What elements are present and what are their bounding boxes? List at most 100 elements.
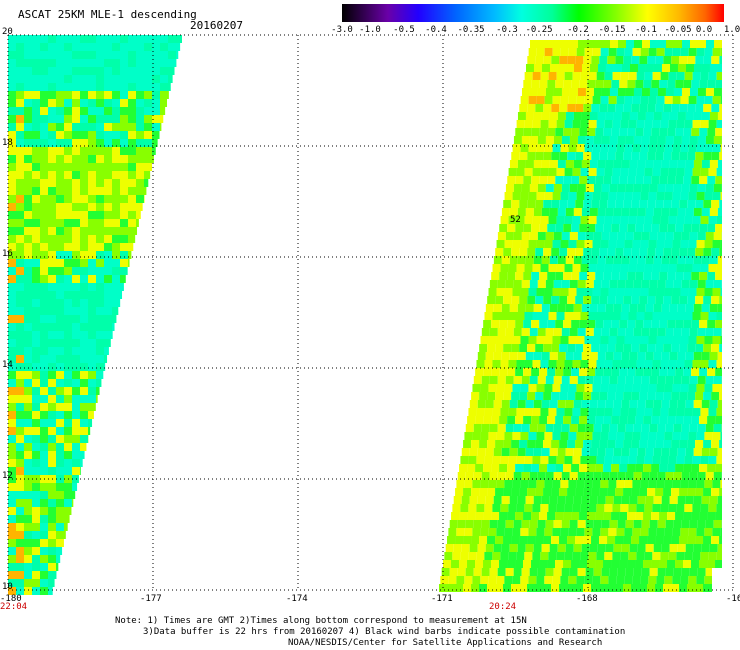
swath-cell	[652, 408, 661, 416]
swath-cell	[492, 408, 501, 416]
swath-cell	[640, 288, 649, 296]
swath-cell	[56, 331, 64, 339]
swath-cell	[715, 272, 722, 280]
swath-cell	[112, 203, 120, 211]
swath-cell	[640, 240, 649, 248]
swath-cell	[572, 72, 581, 80]
swath-cell	[711, 296, 720, 304]
swath-cell	[40, 371, 48, 379]
swath-cell	[72, 395, 80, 403]
swath-cell	[515, 464, 524, 472]
swath-cell	[607, 248, 616, 256]
swath-cell	[40, 179, 48, 187]
swath-cell	[685, 496, 694, 504]
swath-cell	[547, 224, 556, 232]
swath-cell	[648, 288, 657, 296]
swath-cell	[669, 304, 678, 312]
swath-cell	[633, 328, 642, 336]
swath-cell	[469, 544, 478, 552]
swath-cell	[608, 528, 617, 536]
swath-cell	[72, 179, 80, 187]
swath-cell	[524, 312, 533, 320]
swath-cell	[608, 480, 617, 488]
swath-cell	[527, 536, 536, 544]
swath-cell	[515, 128, 524, 136]
swath-cell	[519, 440, 528, 448]
swath-cell	[56, 507, 64, 515]
swath-cell	[8, 99, 16, 107]
swath-cell	[671, 248, 680, 256]
swath-cell	[56, 251, 64, 259]
swath-cell	[120, 195, 128, 203]
swath-cell	[600, 96, 609, 104]
swath-cell	[663, 296, 672, 304]
swath-cell	[8, 523, 16, 531]
swath-cell	[56, 563, 59, 571]
colorbar-label: -3.0	[331, 25, 353, 35]
swath-cell	[16, 499, 24, 507]
swath-cell	[583, 392, 592, 400]
swath-cell	[32, 219, 40, 227]
orbit-time-label: 20:24	[489, 602, 516, 612]
swath-cell	[621, 304, 630, 312]
swath-cell	[569, 376, 578, 384]
swath-cell	[512, 240, 521, 248]
swath-cell	[56, 195, 64, 203]
swath-cell	[515, 320, 524, 328]
swath-cell	[650, 40, 658, 48]
swath-cell	[56, 259, 64, 267]
swath-cell	[120, 35, 128, 43]
swath-cell	[104, 259, 112, 267]
swath-cell	[48, 395, 56, 403]
swath-cell	[681, 328, 690, 336]
swath-cell	[716, 552, 722, 560]
swath-cell	[56, 123, 64, 131]
swath-cell	[532, 120, 541, 128]
swath-cell	[623, 248, 632, 256]
swath-cell	[609, 280, 618, 288]
swath-cell	[525, 400, 534, 408]
swath-cell	[661, 496, 670, 504]
swath-cell	[636, 504, 645, 512]
swath-cell	[8, 75, 16, 83]
swath-cell	[591, 584, 600, 592]
swath-cell	[528, 96, 537, 104]
swath-cell	[72, 459, 80, 467]
swath-cell	[629, 112, 638, 120]
swath-cell	[136, 227, 138, 235]
swath-cell	[8, 379, 16, 387]
swath-cell	[579, 272, 588, 280]
swath-cell	[592, 576, 601, 584]
swath-cell	[565, 304, 574, 312]
swath-cell	[32, 99, 40, 107]
swath-cell	[88, 331, 96, 339]
swath-cell	[605, 352, 614, 360]
swath-cell	[144, 83, 152, 91]
swath-cell	[56, 355, 64, 363]
swath-cell	[577, 184, 586, 192]
swath-cell	[16, 587, 24, 595]
swath-cell	[584, 240, 593, 248]
swath-cell	[96, 315, 104, 323]
swath-cell	[669, 64, 678, 72]
swath-cell	[645, 64, 654, 72]
swath-cell	[611, 320, 620, 328]
swath-cell	[557, 400, 566, 408]
swath-cell	[676, 264, 685, 272]
swath-cell	[609, 568, 618, 576]
swath-cell	[595, 80, 604, 88]
swath-cell	[644, 456, 653, 464]
swath-cell	[717, 112, 722, 120]
swath-cell	[128, 195, 136, 203]
swath-cell	[96, 107, 104, 115]
swath-cell	[509, 496, 518, 504]
swath-cell	[32, 515, 40, 523]
swath-cell	[80, 395, 88, 403]
swath-cell	[500, 216, 509, 224]
swath-cell	[32, 59, 40, 67]
swath-cell	[104, 51, 112, 59]
swath-cell	[508, 456, 517, 464]
swath-cell	[643, 128, 652, 136]
swath-cell	[72, 155, 80, 163]
swath-cell	[512, 528, 521, 536]
